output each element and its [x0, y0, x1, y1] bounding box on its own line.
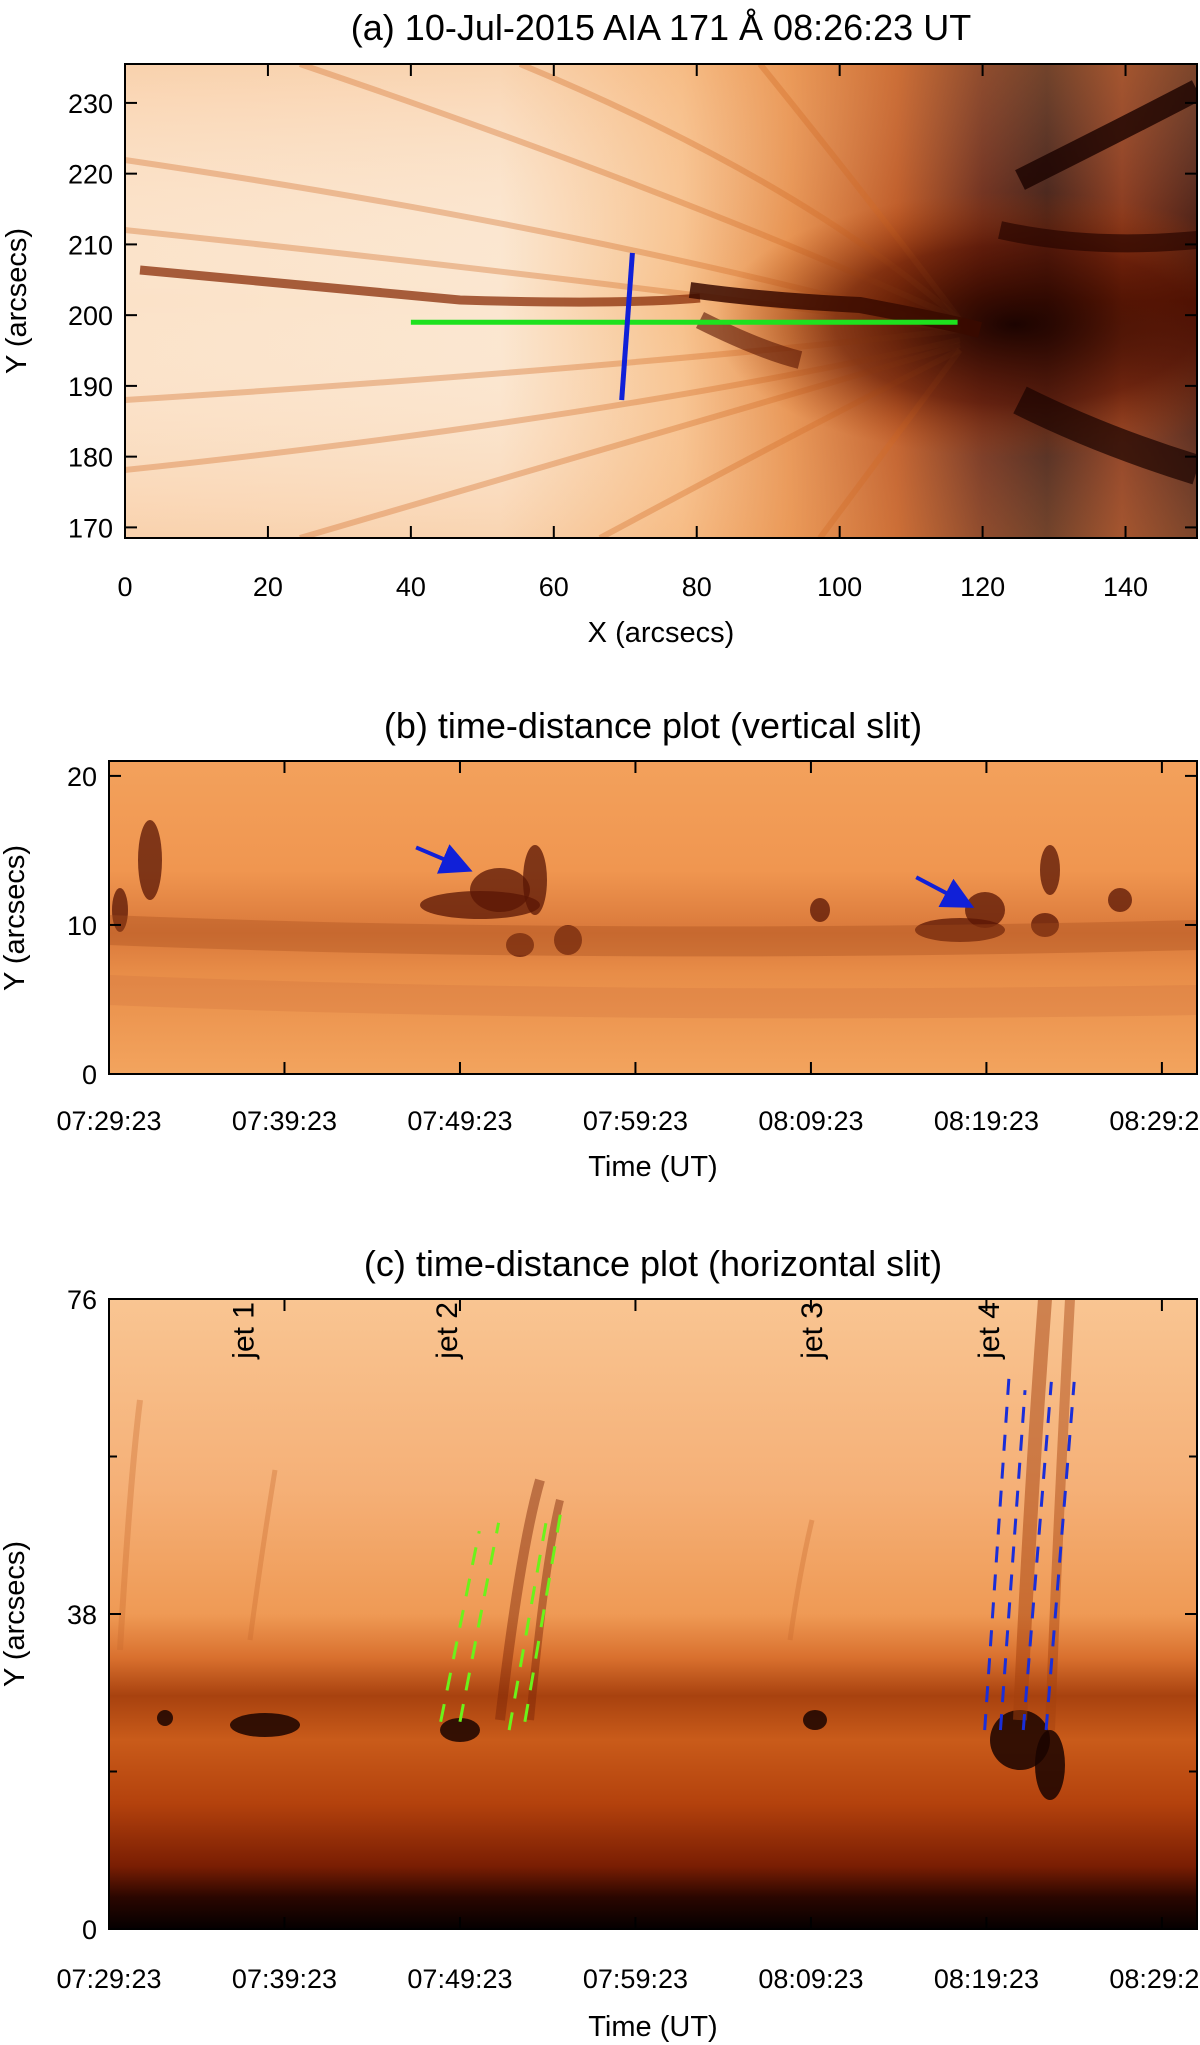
- panel-c-xtick-label: 07:29:23: [56, 1964, 161, 1994]
- panel-b-title: (b) time-distance plot (vertical slit): [384, 705, 922, 746]
- panel-c-title: (c) time-distance plot (horizontal slit): [364, 1243, 942, 1284]
- jet-label: jet 1: [227, 1302, 260, 1360]
- panel-a-ytick-label: 230: [68, 89, 113, 119]
- panel-b-arrow-2: [915, 875, 975, 908]
- panel-a-ytick-label: 190: [68, 372, 113, 402]
- panel-c-xtick-label: 08:09:23: [758, 1964, 863, 1994]
- panel-b-ytick-label: 20: [67, 762, 97, 792]
- panel-c-ytick-label: 76: [67, 1285, 97, 1315]
- panel-a-ticks: 0 20 40 60 80 100 120 140 170 180 190 200 210 220 230: [68, 64, 1197, 602]
- panel-c-xtick-label: 08:29:23: [1109, 1964, 1200, 1994]
- panel-c-image: [109, 1299, 1197, 1929]
- panel-c-xtick-label: 07:39:23: [232, 1964, 337, 1994]
- panel-a-xtick-label: 20: [253, 572, 283, 602]
- panel-a-xtick-label: 80: [682, 572, 712, 602]
- panel-c-ylabel: Y (arcsecs): [0, 1541, 31, 1687]
- panel-a-xtick-label: 120: [960, 572, 1005, 602]
- panel-a-xtick-label: 60: [539, 572, 569, 602]
- panel-a-ytick-label: 210: [68, 230, 113, 260]
- blue-dashed-line: [1021, 1381, 1053, 1731]
- panel-a-frame: [124, 63, 1198, 539]
- panel-c-xtick-label: 08:19:23: [934, 1964, 1039, 1994]
- blue-dashed-line: [998, 1390, 1027, 1731]
- panel-a-ytick-label: 170: [68, 513, 113, 543]
- panel-a-ytick-label: 180: [68, 443, 113, 473]
- green-dashed-line: [439, 1530, 481, 1723]
- panel-b-xtick-label: 07:59:23: [583, 1106, 688, 1136]
- panel-a-xtick-label: 140: [1103, 572, 1148, 602]
- panel-a-ytick-label: 220: [68, 160, 113, 190]
- panel-c-xtick-label: 07:59:23: [583, 1964, 688, 1994]
- panel-c: (c) time-distance plot (horizontal slit)…: [0, 1243, 1200, 2043]
- panel-a-xlabel: X (arcsecs): [588, 617, 735, 649]
- jet-label: jet 2: [431, 1302, 464, 1360]
- panel-a-title: (a) 10-Jul-2015 AIA 171 Å 08:26:23 UT: [351, 7, 971, 48]
- panel-a-image: [125, 64, 1197, 538]
- panel-b: (b) time-distance plot (vertical slit): [0, 705, 1200, 1183]
- panel-b-ytick-label: 10: [67, 911, 97, 941]
- panel-b-ticks: 07:29:23 07:39:23 07:49:23 07:59:23 08:09:23…: [56, 761, 1200, 1136]
- panel-b-arrow-1: [415, 844, 473, 874]
- panel-b-frame: [108, 760, 1198, 1075]
- panel-a-xtick-label: 40: [396, 572, 426, 602]
- green-dashed-line: [458, 1522, 501, 1723]
- panel-c-jet-labels: jet 1 jet 2 jet 3 jet 4: [227, 1302, 1006, 1360]
- vertical-slit-line: [619, 252, 635, 401]
- panel-a: (a) 10-Jul-2015 AIA 171 Å 08:26:23 UT: [1, 7, 1198, 649]
- panel-c-ytick-label: 38: [67, 1600, 97, 1630]
- panel-a-ytick-label: 200: [68, 301, 113, 331]
- panel-b-xtick-label: 08:29:23: [1109, 1106, 1200, 1136]
- panel-a-ylabel: Y (arcsecs): [1, 228, 33, 374]
- green-dashed-line: [523, 1505, 564, 1723]
- jet-label: jet 4: [973, 1302, 1006, 1360]
- panel-c-xlabel: Time (UT): [588, 2011, 717, 2043]
- panel-c-xtick-label: 07:49:23: [407, 1964, 512, 1994]
- jet-label: jet 3: [796, 1302, 829, 1360]
- panel-b-image: [109, 761, 1197, 1074]
- panel-c-dashed-lines: [439, 1373, 1076, 1731]
- panel-a-xtick-label: 100: [817, 572, 862, 602]
- panel-c-ytick-label: 0: [82, 1915, 97, 1945]
- panel-b-xtick-label: 07:39:23: [232, 1106, 337, 1136]
- blue-dashed-line: [983, 1373, 1011, 1731]
- panel-b-xtick-label: 08:09:23: [758, 1106, 863, 1136]
- panel-a-xtick-label: 0: [117, 572, 132, 602]
- panel-b-ylabel: Y (arcsecs): [0, 845, 31, 991]
- panel-b-ytick-label: 0: [82, 1060, 97, 1090]
- panel-b-xlabel: Time (UT): [588, 1151, 717, 1183]
- panel-b-xtick-label: 07:49:23: [407, 1106, 512, 1136]
- panel-c-ticks: 07:29:23 07:39:23 07:49:23 07:59:23 08:09:23…: [56, 1285, 1200, 1994]
- panel-b-xtick-label: 08:19:23: [934, 1106, 1039, 1136]
- green-dashed-line: [507, 1522, 548, 1731]
- blue-dashed-line: [1044, 1381, 1076, 1731]
- panel-b-xtick-label: 07:29:23: [56, 1106, 161, 1136]
